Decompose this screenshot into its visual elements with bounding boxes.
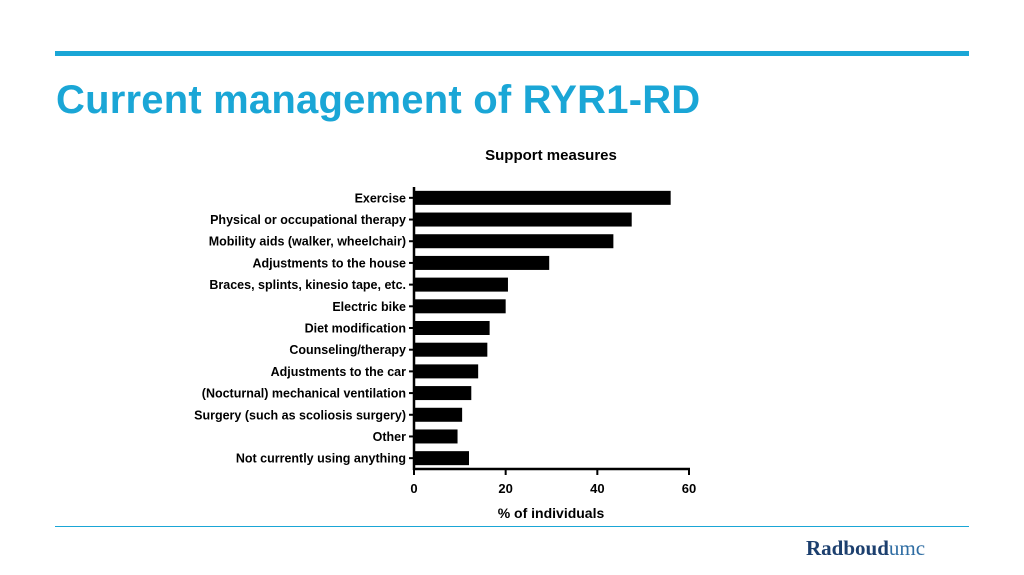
bar-10 <box>414 407 463 422</box>
category-label-0: Exercise <box>355 191 406 205</box>
bar-9 <box>414 386 472 401</box>
bar-2 <box>414 234 614 249</box>
bar-12 <box>414 451 469 466</box>
category-label-12: Not currently using anything <box>236 452 406 466</box>
x-tick-label-0: 0 <box>410 481 417 496</box>
category-label-4: Braces, splints, kinesio tape, etc. <box>209 278 406 292</box>
slide-title: Current management of RYR1-RD <box>56 78 701 122</box>
category-label-6: Diet modification <box>305 322 406 336</box>
x-tick-label-1: 20 <box>498 481 512 496</box>
bar-3 <box>414 255 550 270</box>
category-label-11: Other <box>373 430 406 444</box>
category-label-3: Adjustments to the house <box>253 256 407 270</box>
bar-5 <box>414 299 506 314</box>
logo-part-a: Radboud <box>806 536 889 560</box>
bar-0 <box>414 190 671 205</box>
bar-6 <box>414 321 490 335</box>
logo-part-b: umc <box>888 536 926 560</box>
bottom-accent-rule <box>55 526 969 527</box>
category-label-7: Counseling/therapy <box>289 343 406 357</box>
x-axis-label: % of individuals <box>498 505 605 521</box>
bar-1 <box>414 212 632 227</box>
category-label-5: Electric bike <box>332 300 406 314</box>
radboudumc-logo: Radboudumc <box>806 536 925 561</box>
bar-11 <box>414 429 458 444</box>
category-label-2: Mobility aids (walker, wheelchair) <box>209 235 406 249</box>
category-label-9: (Nocturnal) mechanical ventilation <box>202 387 406 401</box>
x-tick-label-3: 60 <box>682 481 696 496</box>
category-label-10: Surgery (such as scoliosis surgery) <box>194 408 406 422</box>
category-label-8: Adjustments to the car <box>271 365 407 379</box>
category-label-1: Physical or occupational therapy <box>210 213 406 227</box>
chart-title: Support measures <box>485 147 617 164</box>
x-tick-label-2: 40 <box>590 481 604 496</box>
bar-4 <box>414 277 508 292</box>
bar-7 <box>414 342 488 357</box>
bar-8 <box>414 364 479 379</box>
top-accent-rule <box>55 51 969 56</box>
